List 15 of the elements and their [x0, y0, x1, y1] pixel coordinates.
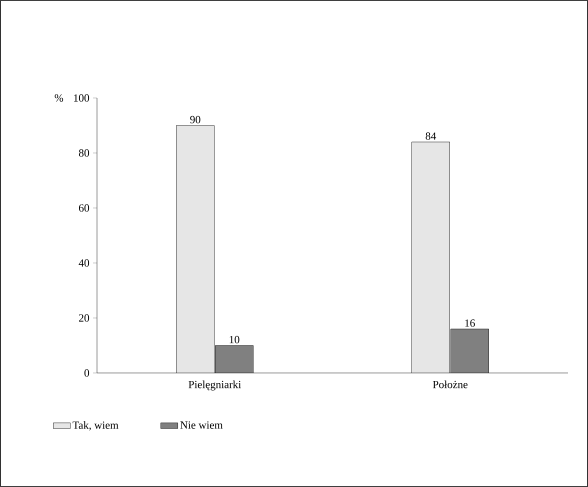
y-tick-label: 100	[74, 94, 90, 102]
y-axis-title: %	[54, 94, 64, 102]
legend-label: Tak, wiem	[72, 421, 118, 430]
data-label: 90	[190, 116, 200, 124]
legend-label: Nie wiem	[180, 421, 223, 429]
data-label: 16	[465, 319, 475, 327]
x-tick-label: Pielęgniarki	[188, 380, 242, 390]
data-label: 84	[426, 132, 436, 140]
y-tick-label: 20	[79, 314, 90, 322]
data-label: 10	[230, 336, 240, 344]
y-tick-label: 80	[78, 149, 90, 157]
x-tick-label: Położne	[432, 380, 468, 388]
y-tick-label: 40	[78, 259, 90, 267]
y-tick-label: 60	[79, 204, 90, 212]
y-tick-label: 0	[84, 369, 90, 377]
